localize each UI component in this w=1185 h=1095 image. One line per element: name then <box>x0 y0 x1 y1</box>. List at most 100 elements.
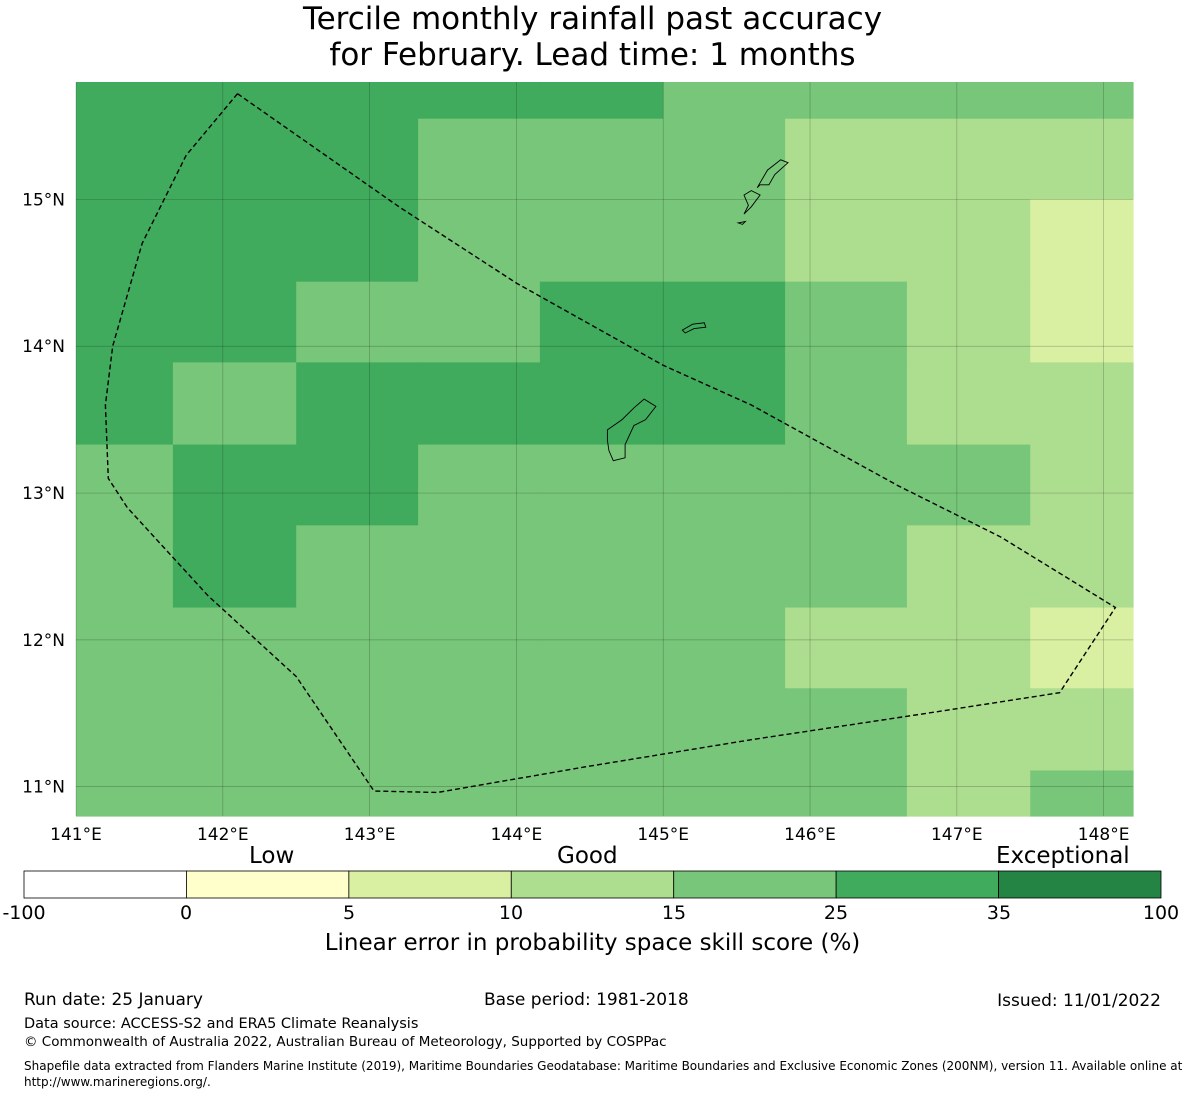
grid-cell <box>539 199 664 283</box>
grid-cell <box>539 118 664 201</box>
grid-cell <box>539 444 664 526</box>
grid-cell <box>785 82 908 120</box>
colorbar-tick: 5 <box>342 902 356 924</box>
grid-cell <box>785 199 908 283</box>
latitude-tick-label: 11°N <box>22 778 65 798</box>
grid-cell <box>172 281 297 363</box>
run-date: Run date: 25 January <box>24 990 203 1010</box>
latitude-tick-label: 14°N <box>22 337 65 357</box>
grid-cell <box>418 118 541 201</box>
island-outline <box>681 322 707 334</box>
grid-cell <box>906 199 1031 283</box>
grid-cell <box>76 82 174 120</box>
grid-cell <box>1030 281 1134 363</box>
longitude-tick-label: 143°E <box>344 825 396 845</box>
graticule <box>75 82 1133 816</box>
grid-cell <box>172 525 297 609</box>
grid-cell <box>785 688 908 772</box>
grid-cell <box>906 770 1031 817</box>
colorbar-tick: 100 <box>1142 902 1180 924</box>
grid-cell <box>1030 688 1134 772</box>
grid-cell <box>906 444 1031 526</box>
island-outline <box>606 398 657 462</box>
latitude-tick-label: 12°N <box>22 631 65 651</box>
grid-cell <box>785 118 908 201</box>
grid-cell <box>172 362 297 446</box>
colorbar-segment <box>510 870 675 899</box>
grid-cell <box>76 525 174 609</box>
grid-cell <box>172 199 297 283</box>
shapefile-credit: Shapefile data extracted from Flanders M… <box>24 1059 1183 1089</box>
grid-cell <box>296 281 419 363</box>
longitude-tick-label: 142°E <box>197 825 249 845</box>
grid-cell <box>172 444 297 526</box>
grid-cell <box>1030 118 1134 201</box>
grid-cell <box>296 770 419 817</box>
grid-cell <box>76 688 174 772</box>
grid-cell <box>663 525 786 609</box>
grid-cell <box>1030 362 1134 446</box>
map-title-line1: Tercile monthly rainfall past accuracy <box>302 1 883 37</box>
grid-cell <box>418 199 541 283</box>
grid-cell <box>539 525 664 609</box>
longitude-tick-label: 146°E <box>784 825 836 845</box>
colorbar-label: Linear error in probability space skill … <box>324 930 861 956</box>
grid-cell <box>785 607 908 689</box>
grid-cell <box>418 607 541 689</box>
longitude-tick-label: 144°E <box>491 825 543 845</box>
grid-cell <box>663 362 786 446</box>
grid-cell <box>1030 770 1134 817</box>
longitude-tick-label: 145°E <box>637 825 689 845</box>
colorbar-segment <box>673 870 837 899</box>
grid-cell <box>418 688 541 772</box>
grid-cell <box>785 525 908 609</box>
skill-grid <box>76 82 1134 817</box>
colorbar-tick: 15 <box>661 902 687 924</box>
island-outline <box>736 220 747 225</box>
grid-cell <box>296 444 419 526</box>
colorbar-segment <box>186 870 350 899</box>
grid-cell <box>418 281 541 363</box>
grid-cell <box>539 281 664 363</box>
colorbar-segment <box>348 870 512 899</box>
colorbar-segment <box>835 870 999 899</box>
islands <box>606 159 789 462</box>
rainfall-accuracy-map: 141°E 142°E 143°E 144°E 145°E 146°E 147°E 148°E… <box>22 82 1134 845</box>
grid-cell <box>76 770 174 817</box>
colorbar-tick: 25 <box>823 902 849 924</box>
colorbar-tick: -100 <box>2 902 46 924</box>
grid-cell <box>76 118 174 201</box>
grid-cell <box>785 281 908 363</box>
colorbar-segment <box>998 870 1162 899</box>
grid-cell <box>663 82 786 120</box>
grid-cell <box>906 118 1031 201</box>
colorbar-tick: 35 <box>986 902 1012 924</box>
grid-cell <box>785 770 908 817</box>
grid-cell <box>76 199 174 283</box>
grid-cell <box>906 525 1031 609</box>
grid-cell <box>663 770 786 817</box>
grid-cell <box>539 607 664 689</box>
grid-cell <box>296 118 419 201</box>
grid-cell <box>1030 607 1134 689</box>
grid-cell <box>1030 525 1134 609</box>
eez-boundary <box>104 93 1117 794</box>
grid-cell <box>76 281 174 363</box>
longitude-labels: 141°E 142°E 143°E 144°E 145°E 146°E 147°E 148°E <box>50 825 1129 845</box>
longitude-tick-label: 141°E <box>50 825 102 845</box>
grid-cell <box>663 118 786 201</box>
colorbar-tick: 10 <box>498 902 524 924</box>
grid-cell <box>418 82 541 120</box>
grid-cell <box>906 688 1031 772</box>
grid-cell <box>663 444 786 526</box>
grid-cell <box>172 688 297 772</box>
grid-cell <box>906 362 1031 446</box>
grid-cell <box>296 688 419 772</box>
grid-cell <box>663 199 786 283</box>
grid-cell <box>906 607 1031 689</box>
grid-cell <box>296 362 419 446</box>
issued-date: Issued: 11/01/2022 <box>997 991 1161 1011</box>
grid-cell <box>418 525 541 609</box>
latitude-tick-label: 15°N <box>22 190 65 210</box>
grid-cell <box>539 362 664 446</box>
